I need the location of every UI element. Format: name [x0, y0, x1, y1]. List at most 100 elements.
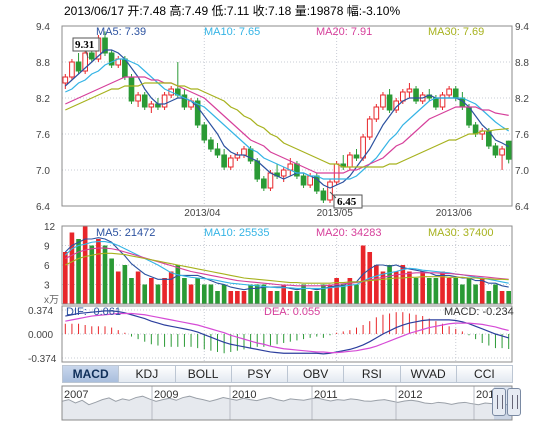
high-marker: 9.31 — [75, 39, 94, 51]
tab-boll[interactable]: BOLL — [174, 365, 232, 383]
range-handle-right[interactable] — [507, 388, 521, 416]
quote-change: 幅:-3.10% — [346, 4, 401, 18]
candle-body — [353, 154, 360, 159]
tab-macd[interactable]: MACD — [62, 365, 120, 383]
tab-psy[interactable]: PSY — [230, 365, 288, 383]
volume-bar — [149, 278, 154, 304]
volume-tick-label: 12 — [44, 222, 56, 233]
year-label: 2011 — [314, 389, 338, 401]
price-tick-left: 6.4 — [36, 202, 50, 213]
ma10-legend: MA10: 7.65 — [204, 26, 260, 38]
volume-bar — [221, 284, 227, 304]
volume-bar — [215, 291, 220, 304]
volume-bar — [387, 265, 392, 304]
volume-bar — [486, 291, 492, 304]
volume-bar — [327, 284, 333, 304]
volume-bar — [235, 291, 240, 304]
range-handle-left[interactable] — [492, 388, 506, 416]
volume-bar — [420, 271, 425, 304]
price-tick-left: 9.4 — [36, 22, 50, 33]
tab-rsi[interactable]: RSI — [343, 365, 401, 383]
ma20-line — [65, 76, 509, 174]
volume-bar — [62, 252, 68, 304]
low-marker-box — [333, 194, 363, 209]
candle-body — [181, 94, 188, 108]
volume-bar — [254, 284, 260, 304]
volume-bar — [129, 278, 134, 304]
candle-body — [452, 88, 459, 99]
candle-body — [102, 37, 108, 54]
candle-body — [327, 181, 333, 201]
candle-body — [88, 52, 95, 60]
volume-bar — [446, 278, 452, 304]
ma5-line — [64, 49, 509, 189]
vol-ma30-legend: MA30: 37400 — [428, 227, 493, 239]
volume-bar — [294, 291, 300, 304]
tab-obv[interactable]: OBV — [287, 365, 345, 383]
price-tick-left: 7.0 — [36, 166, 50, 177]
candle-body — [267, 172, 274, 189]
volume-bar — [142, 284, 148, 304]
volume-bar — [155, 284, 161, 304]
price-tick-right: 8.2 — [515, 94, 529, 105]
volume-bar — [268, 291, 273, 304]
ma10-line — [65, 58, 510, 180]
ma5-legend: MA5: 7.39 — [96, 26, 146, 38]
volume-bar — [281, 284, 287, 304]
macd-tick-label: 0.000 — [28, 330, 53, 341]
candle-body — [406, 88, 413, 93]
candle-body — [128, 76, 135, 102]
candle-body — [261, 178, 267, 189]
volume-bar — [248, 284, 253, 304]
quote-high: 高:7.49 — [169, 4, 209, 18]
volume-bar — [340, 284, 346, 304]
price-tick-right: 7.0 — [515, 166, 529, 177]
macd-tick-label: -0.374 — [28, 354, 57, 365]
volume-bar — [69, 232, 75, 304]
volume-bar — [168, 271, 174, 304]
month-tick-label: 2013/06 — [436, 208, 473, 219]
price-ma-lines — [64, 49, 510, 189]
candle-body — [62, 76, 69, 84]
candle-body — [241, 148, 247, 156]
volume-bar — [413, 278, 419, 304]
volume-bar — [334, 278, 339, 304]
candle-body — [141, 94, 148, 108]
dea-line — [65, 312, 509, 354]
volume-panel-frame — [61, 225, 513, 305]
indicator-tabs: MACD KDJ BOLL PSY OBV RSI WVAD CCI — [62, 365, 513, 383]
vol-ma10-legend: MA10: 25535 — [204, 227, 269, 239]
candle-body — [300, 175, 307, 186]
volume-bar — [426, 278, 432, 304]
macd-legend: MACD: -0.234 — [444, 306, 514, 318]
vol_ma30-line — [65, 252, 509, 284]
candlestick-series — [62, 31, 512, 203]
candle-body — [347, 154, 353, 168]
volume-bar — [433, 278, 439, 304]
volume-bar — [195, 278, 200, 304]
tab-kdj[interactable]: KDJ — [118, 365, 176, 383]
volume-bar — [261, 284, 267, 304]
volume-bar — [479, 278, 485, 304]
volume-tick-label: 9 — [44, 242, 50, 253]
volume-bar — [102, 245, 108, 304]
volume-bar — [208, 284, 214, 304]
volume-bar — [393, 271, 399, 304]
macd-panel-frame — [61, 305, 513, 363]
candle-body — [82, 52, 88, 72]
volume-bar — [460, 284, 465, 304]
candle-body — [320, 190, 327, 201]
volume-bar — [499, 291, 505, 304]
quote-date: 2013/06/17 — [64, 4, 125, 18]
ma30-legend: MA30: 7.69 — [428, 26, 484, 38]
tab-wvad[interactable]: WVAD — [399, 365, 457, 383]
month-tick-label: 2013/04 — [184, 208, 221, 219]
tab-cci[interactable]: CCI — [455, 365, 513, 383]
volume-bar — [135, 271, 141, 304]
year-label: 2010 — [232, 389, 256, 401]
dif-line — [65, 310, 509, 355]
price-tick-right: 7.6 — [515, 130, 529, 141]
candle-body — [208, 139, 214, 150]
volume-bar — [400, 265, 406, 304]
